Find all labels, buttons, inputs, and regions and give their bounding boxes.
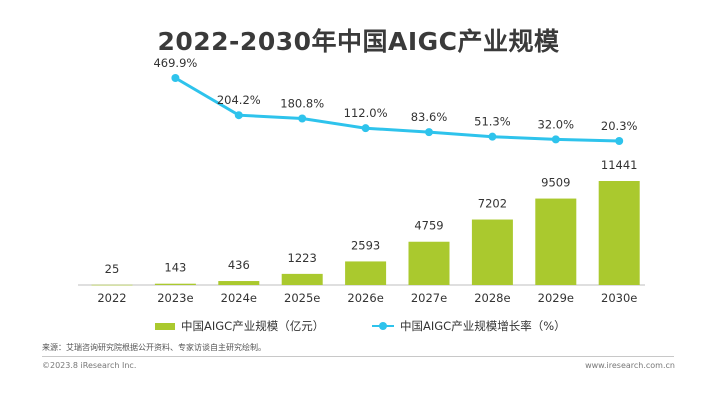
x-tick-label: 2029e bbox=[538, 291, 574, 305]
legend-bar-swatch bbox=[155, 322, 175, 330]
website: www.iresearch.com.cn bbox=[585, 361, 675, 370]
growth-point-2030e bbox=[615, 137, 624, 145]
growth-point-2025e bbox=[298, 114, 307, 123]
bar-value-label: 9509 bbox=[541, 176, 570, 190]
x-tick-label: 2030e bbox=[601, 291, 637, 305]
legend-line: 中国AIGC产业规模增长率（%） bbox=[372, 318, 566, 334]
bar-2022 bbox=[91, 284, 133, 286]
bar-2025e bbox=[281, 273, 323, 285]
chart-title: 2022-2030年中国AIGC产业规模 bbox=[157, 27, 560, 56]
growth-value-label: 112.0% bbox=[344, 106, 388, 120]
bar-value-label: 11441 bbox=[601, 158, 638, 172]
bar-value-label: 143 bbox=[164, 261, 186, 275]
footer-divider bbox=[42, 356, 674, 357]
legend-bar: 中国AIGC产业规模（亿元） bbox=[155, 318, 324, 334]
growth-value-label: 83.6% bbox=[411, 110, 448, 124]
growth-point-2029e bbox=[551, 135, 560, 144]
growth-value-label: 469.9% bbox=[153, 56, 197, 70]
x-tick-label: 2027e bbox=[411, 291, 447, 305]
bar-value-label: 1223 bbox=[288, 251, 317, 265]
source-note: 来源：艾瑞咨询研究院根据公开资料、专家访谈自主研究绘制。 bbox=[42, 343, 266, 352]
chart-area: 25 143 436 1223 2593 4759 7202 9509 11441 2022 20… bbox=[78, 56, 645, 305]
bar-value-label: 436 bbox=[228, 258, 250, 272]
growth-value-label: 51.3% bbox=[474, 115, 511, 129]
legend-line-label: 中国AIGC产业规模增长率（%） bbox=[400, 319, 566, 333]
bar-2029e bbox=[535, 198, 577, 285]
copyright: ©2023.8 iResearch Inc. bbox=[42, 361, 137, 370]
bar-2026e bbox=[345, 261, 387, 285]
growth-rate-line bbox=[174, 76, 620, 143]
legend-bar-label: 中国AIGC产业规模（亿元） bbox=[181, 319, 325, 333]
bar-value-label: 2593 bbox=[351, 238, 380, 252]
bar-2027e bbox=[408, 241, 450, 285]
bar-2030e bbox=[598, 181, 640, 285]
x-tick-label: 2028e bbox=[474, 291, 510, 305]
bar-2024e bbox=[218, 281, 260, 285]
growth-point-2028e bbox=[488, 132, 497, 141]
legend-line-swatch bbox=[372, 322, 394, 330]
bar-value-label: 4759 bbox=[414, 219, 443, 233]
growth-value-label: 204.2% bbox=[217, 93, 261, 107]
bar-value-label: 25 bbox=[105, 262, 120, 276]
x-tick-label: 2024e bbox=[221, 291, 257, 305]
growth-value-label: 20.3% bbox=[601, 119, 638, 133]
x-tick-label: 2025e bbox=[284, 291, 320, 305]
growth-value-label: 32.0% bbox=[538, 117, 575, 131]
bar-2028e bbox=[471, 219, 513, 285]
x-tick-label: 2022 bbox=[97, 291, 126, 305]
growth-point-2023e bbox=[171, 74, 180, 82]
growth-value-label: 180.8% bbox=[280, 97, 324, 111]
bar-value-label: 7202 bbox=[478, 197, 507, 211]
growth-point-2027e bbox=[425, 128, 433, 137]
growth-point-2026e bbox=[361, 124, 370, 133]
bar-2023e bbox=[154, 283, 196, 285]
x-tick-label: 2026e bbox=[347, 291, 383, 305]
x-tick-label: 2023e bbox=[157, 291, 193, 305]
growth-point-2024e bbox=[234, 111, 243, 120]
